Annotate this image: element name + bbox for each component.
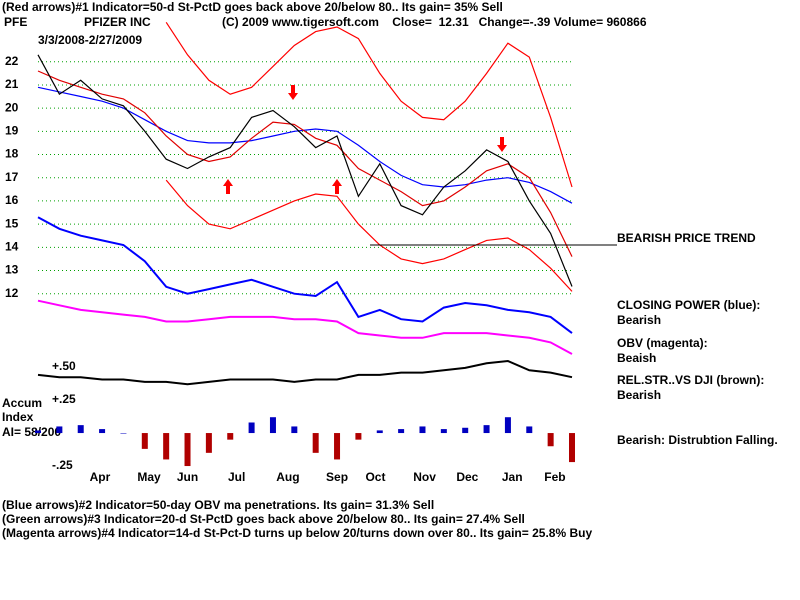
annotation: Beaish: [617, 351, 656, 365]
annotation: REL.STR..VS DJI (brown):: [617, 373, 764, 387]
sell-arrow: [288, 85, 298, 100]
series-line: [165, 21, 573, 188]
top-line: (Red arrows)#1 Indicator=50-d St-PctD go…: [2, 0, 503, 14]
accum-bar: [398, 429, 405, 434]
accum-bar: [56, 426, 63, 434]
x-tick-label: Dec: [456, 470, 478, 484]
accum-bar: [526, 426, 533, 434]
accum-bar: [483, 425, 490, 434]
annotation: Bearish: [617, 313, 661, 327]
x-tick-label: Jan: [502, 470, 523, 484]
signal-arrows: [223, 85, 507, 194]
x-tick-label: May: [137, 470, 161, 484]
annotation: Bearish: Distrubtion Falling.: [617, 433, 778, 447]
footer-line: (Magenta arrows)#4 Indicator=14-d St-Pct…: [2, 526, 592, 540]
x-tick-label: Aug: [276, 470, 299, 484]
trend-label: BEARISH PRICE TREND: [617, 231, 756, 245]
series-line: [165, 179, 573, 292]
accum-bar: [569, 433, 575, 463]
accum-bar: [547, 433, 554, 447]
footer-line: (Blue arrows)#2 Indicator=50-day OBV ma …: [2, 498, 434, 512]
annotation: Bearish: [617, 388, 661, 402]
y-tick-label: 14: [5, 239, 19, 253]
annotation: OBV (magenta):: [617, 336, 708, 350]
y-tick-label: 22: [5, 54, 19, 68]
x-tick-label: Jul: [228, 470, 245, 484]
y2-tick-label: +.50: [52, 359, 76, 373]
accum-bar: [334, 433, 341, 460]
x-tick-label: Apr: [90, 470, 111, 484]
accum-bar: [184, 433, 191, 467]
accum-bar: [269, 417, 276, 434]
accum-label: AI= 58/200: [2, 425, 61, 439]
accum-bar: [462, 427, 469, 434]
y2-tick-label: -.25: [52, 458, 73, 472]
y-tick-label: 13: [5, 263, 19, 277]
x-tick-label: Feb: [544, 470, 565, 484]
accum-bar: [355, 433, 362, 440]
y-tick-label: 15: [5, 216, 19, 230]
accum-bar: [248, 422, 255, 434]
series-line: [37, 299, 573, 355]
series-line: [37, 54, 573, 287]
footer-line: (Green arrows)#3 Indicator=20-d St-PctD …: [2, 512, 525, 526]
y-tick-label: 21: [5, 77, 19, 91]
accum-bar: [205, 433, 212, 453]
y-tick-label: 12: [5, 286, 19, 300]
accum-bar: [35, 430, 41, 434]
accum-bar: [99, 429, 106, 434]
y-tick-label: 16: [5, 193, 19, 207]
accum-bar: [376, 430, 383, 434]
annotation: CLOSING POWER (blue):: [617, 298, 760, 312]
x-tick-label: Sep: [326, 470, 348, 484]
buy-arrow: [223, 179, 233, 194]
x-tick-label: Jun: [177, 470, 198, 484]
y2-tick-label: +.25: [52, 392, 76, 406]
x-tick-label: Nov: [413, 470, 436, 484]
info: (C) 2009 www.tigersoft.com Close= 12.31 …: [222, 15, 647, 29]
accum-bar: [141, 433, 148, 449]
company: PFIZER INC: [84, 15, 151, 29]
y-tick-label: 18: [5, 147, 19, 161]
symbol: PFE: [4, 15, 27, 29]
date-range: 3/3/2008-2/27/2009: [38, 33, 142, 47]
buy-arrow: [332, 179, 342, 194]
accum-bar: [77, 425, 84, 434]
x-tick-label: Oct: [365, 470, 385, 484]
y-tick-label: 19: [5, 124, 19, 138]
sell-arrow: [497, 137, 507, 152]
accum-bar: [291, 426, 298, 434]
y-tick-label: 20: [5, 100, 19, 114]
accum-label: Index: [2, 410, 34, 424]
accum-bar: [163, 433, 170, 460]
accum-bar: [312, 433, 319, 453]
series-line: [37, 359, 573, 386]
accum-bar: [440, 429, 447, 434]
accum-bar: [227, 433, 234, 440]
accum-bar: [504, 417, 511, 434]
accum-bar: [120, 433, 127, 434]
y-tick-label: 17: [5, 170, 19, 184]
accum-bar: [419, 426, 426, 434]
series-line: [37, 70, 573, 257]
series-line: [37, 216, 573, 334]
accum-label: Accum: [2, 396, 42, 410]
